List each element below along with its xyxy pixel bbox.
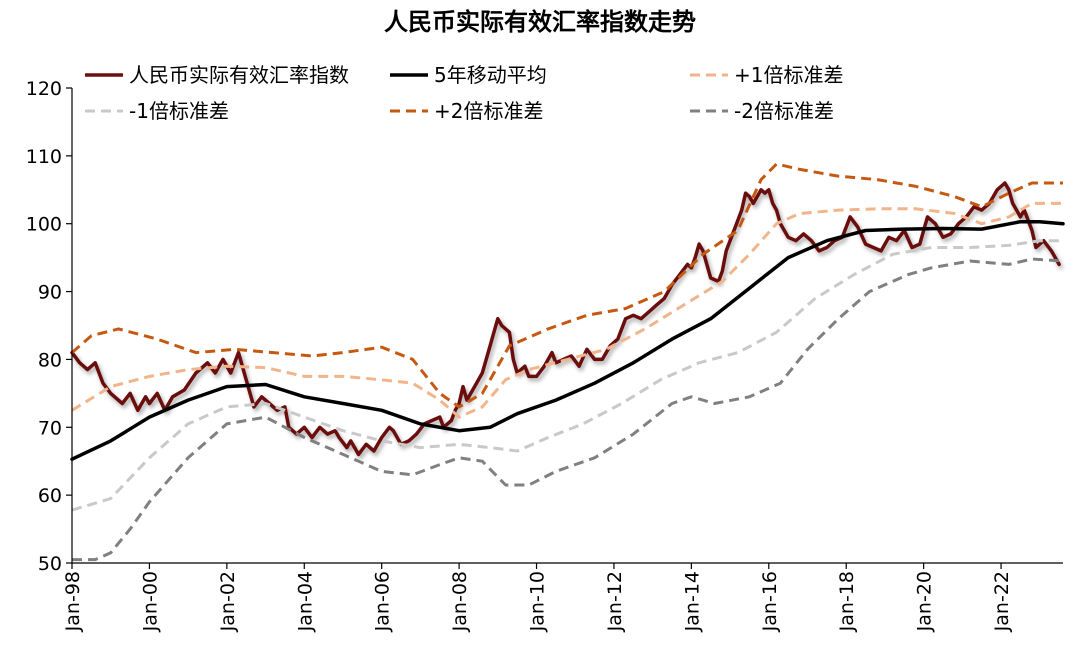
legend-label-4: +2倍标准差 xyxy=(434,99,543,123)
y-tick-label: 50 xyxy=(38,553,62,575)
x-tick-label: Jan-06 xyxy=(372,571,394,632)
legend-label-0: 人民币实际有效汇率指数 xyxy=(129,63,349,87)
legend: 人民币实际有效汇率指数 5年移动平均 +1倍标准差 -1倍标准差 +2倍标准差 -2倍标准… xyxy=(85,63,843,123)
x-tick-label: Jan-18 xyxy=(836,571,858,632)
y-tick-label: 90 xyxy=(38,282,62,304)
series-lines xyxy=(70,162,1065,562)
legend-label-1: 5年移动平均 xyxy=(434,63,547,87)
x-tick-label: Jan-08 xyxy=(449,571,471,632)
y-tick-label: 70 xyxy=(38,417,62,439)
legend-label-3: -1倍标准差 xyxy=(129,99,229,123)
series-line-3 xyxy=(71,239,1063,512)
legend-label-5: -2倍标准差 xyxy=(734,99,834,123)
x-tick-label: Jan-04 xyxy=(294,571,316,632)
x-tick-label: Jan-98 xyxy=(62,571,84,632)
series-line-1 xyxy=(70,219,1065,461)
y-tick-label: 80 xyxy=(38,349,62,371)
chart-title: 人民币实际有效汇率指数走势 xyxy=(384,8,696,36)
x-tick-label: Jan-12 xyxy=(604,571,626,632)
y-tick-label: 110 xyxy=(26,146,62,168)
y-tick-label: 60 xyxy=(38,485,62,507)
y-tick-label: 100 xyxy=(26,214,62,236)
axes: 50 60 70 80 90 100 110 120 Jan-98 Jan-00 Jan-02 Jan… xyxy=(26,78,1063,632)
x-tick-label: Jan-16 xyxy=(759,571,781,632)
legend-label-2: +1倍标准差 xyxy=(734,63,843,87)
series-line-4 xyxy=(71,162,1063,409)
x-tick-label: Jan-14 xyxy=(681,571,703,632)
x-tick-label: Jan-10 xyxy=(527,571,549,632)
y-tick-label: 120 xyxy=(26,78,62,100)
x-tick-label: Jan-20 xyxy=(914,571,936,632)
series-line-2 xyxy=(71,201,1063,419)
x-tick-label: Jan-00 xyxy=(139,571,161,632)
series-line-0 xyxy=(70,181,1061,457)
x-tick-label: Jan-22 xyxy=(991,571,1013,632)
x-tick-label: Jan-02 xyxy=(217,571,239,632)
